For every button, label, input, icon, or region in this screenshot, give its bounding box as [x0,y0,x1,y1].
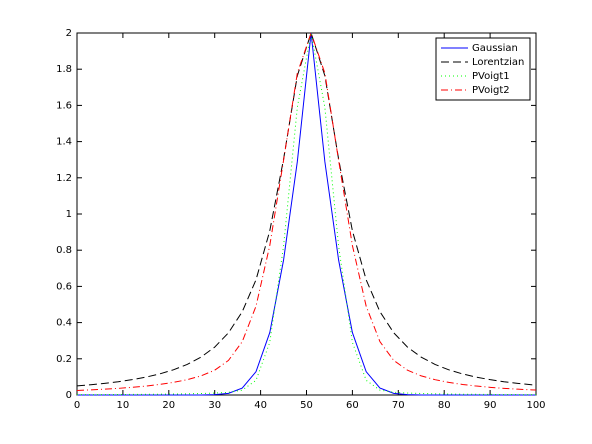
y-tick-label: 0.8 [56,245,72,256]
x-tick-label: 80 [438,400,451,411]
x-tick-label: 60 [346,400,359,411]
y-tick-label: 1 [66,209,72,220]
series-line [76,32,536,396]
y-tick-label: 0.6 [56,281,72,292]
y-tick-label: 1.6 [56,100,72,111]
legend-label: Lorentzian [472,57,524,68]
x-tick-label: 40 [254,400,267,411]
y-tick-label: 0.2 [56,354,72,365]
legend-label: PVoigt2 [472,85,510,96]
x-tick-label: 90 [484,400,497,411]
x-tick-label: 70 [392,400,405,411]
x-tick-label: 0 [74,400,80,411]
series-line [77,32,536,396]
y-tick-label: 0.4 [56,318,72,329]
y-tick-label: 2 [66,28,72,39]
legend-label: PVoigt1 [472,71,510,82]
y-tick-label: 1.4 [56,137,72,148]
series-line [76,31,537,391]
x-tick-label: 20 [162,400,175,411]
y-tick-label: 0 [66,390,72,401]
x-tick-label: 30 [208,400,221,411]
x-tick-label: 50 [300,400,313,411]
x-tick-label: 10 [117,400,130,411]
legend-label: Gaussian [472,43,518,54]
y-tick-label: 1.8 [56,64,72,75]
x-tick-label: 100 [526,400,545,411]
series-line [76,31,537,387]
y-tick-label: 1.2 [56,173,72,184]
